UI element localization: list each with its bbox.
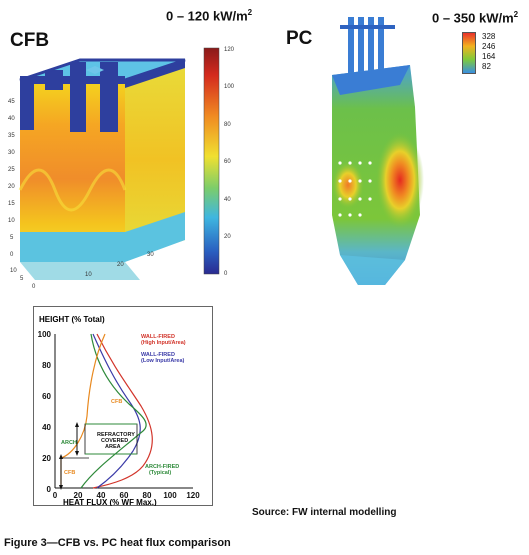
pc-hot-zone xyxy=(376,132,424,228)
pc-label: PC xyxy=(286,28,313,49)
cfb-label: CFB xyxy=(10,30,50,51)
cfb-scale-tick: 60 xyxy=(224,159,231,165)
cfb-axis-y-tick: 20 xyxy=(8,184,15,190)
label-arch: ARCH xyxy=(61,440,77,446)
chart-y-tick: 100 xyxy=(38,330,52,339)
label-arch-fired-sub: (Typical) xyxy=(149,470,171,476)
chart-x-tick: 120 xyxy=(186,491,200,500)
cfb-side-face xyxy=(125,60,185,260)
chart-y-title: HEIGHT (% Total) xyxy=(39,315,105,324)
curve-wall-fired-high xyxy=(92,333,153,489)
heat-flux-chart: HEIGHT (% Total) 100 80 60 40 20 0 0 20 … xyxy=(33,306,213,506)
chart-x-tick: 60 xyxy=(120,491,129,500)
label-wall-fired-high: WALL-FIRED xyxy=(141,334,175,340)
chart-y-tick: 60 xyxy=(42,392,51,401)
pc-range-sup: 2 xyxy=(513,10,519,19)
curve-arch-fired xyxy=(80,333,147,489)
label-arch-fired: ARCH-FIRED xyxy=(145,464,179,470)
curve-cfb xyxy=(60,333,106,488)
chart-y-tick: 80 xyxy=(42,361,51,370)
cfb-bottom-band xyxy=(20,212,185,262)
pc-legend-value: 246 xyxy=(482,42,496,51)
pc-range: 0 – 350 kW/m2 xyxy=(432,10,518,25)
cfb-heat-model: 45 40 35 30 25 20 15 10 5 0 10 20 30 10 … xyxy=(8,58,186,290)
label-refractory: REFRACTORY xyxy=(97,432,135,438)
cfb-axis-y-tick: 5 xyxy=(10,235,14,241)
pc-legend-value: 82 xyxy=(482,62,491,71)
chart-x-tick: 80 xyxy=(143,491,152,500)
cfb-scale-tick: 0 xyxy=(224,271,228,277)
pc-legend-value: 164 xyxy=(482,52,496,61)
cfb-range: 0 – 120 kW/m2 xyxy=(166,8,252,23)
cfb-axis-y-tick: 45 xyxy=(8,99,15,105)
cfb-axis-y-tick: 35 xyxy=(8,133,15,139)
pc-furnace-body xyxy=(332,65,420,285)
label-wall-fired-high-sub: (High Input/Area) xyxy=(141,340,186,346)
label-refractory-covered: COVERED xyxy=(101,438,128,444)
cfb-axis-x-tick: 20 xyxy=(117,262,124,268)
cfb-scale-tick: 80 xyxy=(224,122,231,128)
chart-x-tick: 40 xyxy=(97,491,106,500)
label-wall-fired-low: WALL-FIRED xyxy=(141,352,175,358)
cfb-scale-tick: 100 xyxy=(224,84,235,90)
source-note: Source: FW internal modelling xyxy=(252,507,397,518)
cfb-axis-x-tick: 30 xyxy=(147,252,154,258)
cfb-axis-z-tick: 10 xyxy=(10,268,17,274)
chart-x-tick: 20 xyxy=(74,491,83,500)
cfb-axis-y-tick: 15 xyxy=(8,201,15,207)
cfb-axis-y-tick: 25 xyxy=(8,167,15,173)
chart-x-tick: 0 xyxy=(53,491,58,500)
pc-heat-model xyxy=(332,17,424,285)
label-refractory-area: AREA xyxy=(105,444,121,450)
cfb-scale-tick: 20 xyxy=(224,234,231,240)
cfb-range-text: 0 – 120 kW/m xyxy=(166,8,248,24)
cfb-axis-z-tick: 5 xyxy=(20,276,24,282)
cfb-scale-tick: 40 xyxy=(224,197,231,203)
cfb-range-sup: 2 xyxy=(247,8,253,17)
cfb-front-face xyxy=(20,80,125,260)
cfb-axis-y-tick: 0 xyxy=(10,252,14,258)
pc-range-text: 0 – 350 kW/m xyxy=(432,10,514,26)
cfb-axis-z-tick: 0 xyxy=(32,284,36,290)
chart-frame xyxy=(33,306,213,506)
chart-x-tick: 100 xyxy=(163,491,177,500)
chart-y-tick: 40 xyxy=(42,423,51,432)
cfb-axis-y-tick: 30 xyxy=(8,150,15,156)
chart-y-tick: 20 xyxy=(42,454,51,463)
cfb-color-scale: 120 100 80 60 40 20 0 xyxy=(203,47,235,277)
cfb-axis-y-tick: 10 xyxy=(8,218,15,224)
curve-wall-fired-low xyxy=(92,333,141,489)
label-cfb-lower: CFB xyxy=(64,470,75,476)
cfb-axis-y-tick: 40 xyxy=(8,116,15,122)
pc-legend-value: 328 xyxy=(482,32,496,41)
label-cfb-upper: CFB xyxy=(111,399,122,405)
cfb-axis-x-tick: 10 xyxy=(85,272,92,278)
label-wall-fired-low-sub: (Low Input/Area) xyxy=(141,358,185,364)
chart-x-title: HEAT FLUX (% WF Max.) xyxy=(63,498,157,506)
cfb-column-mid xyxy=(70,62,86,132)
cfb-scale-tick: 120 xyxy=(224,47,235,53)
figure-caption: Figure 3—CFB vs. PC heat flux comparison xyxy=(4,537,231,549)
cfb-column-left xyxy=(20,80,34,130)
chart-y-tick: 0 xyxy=(47,485,52,494)
cfb-column-right xyxy=(100,62,118,132)
pc-legend: 328 246 164 82 xyxy=(462,32,495,74)
